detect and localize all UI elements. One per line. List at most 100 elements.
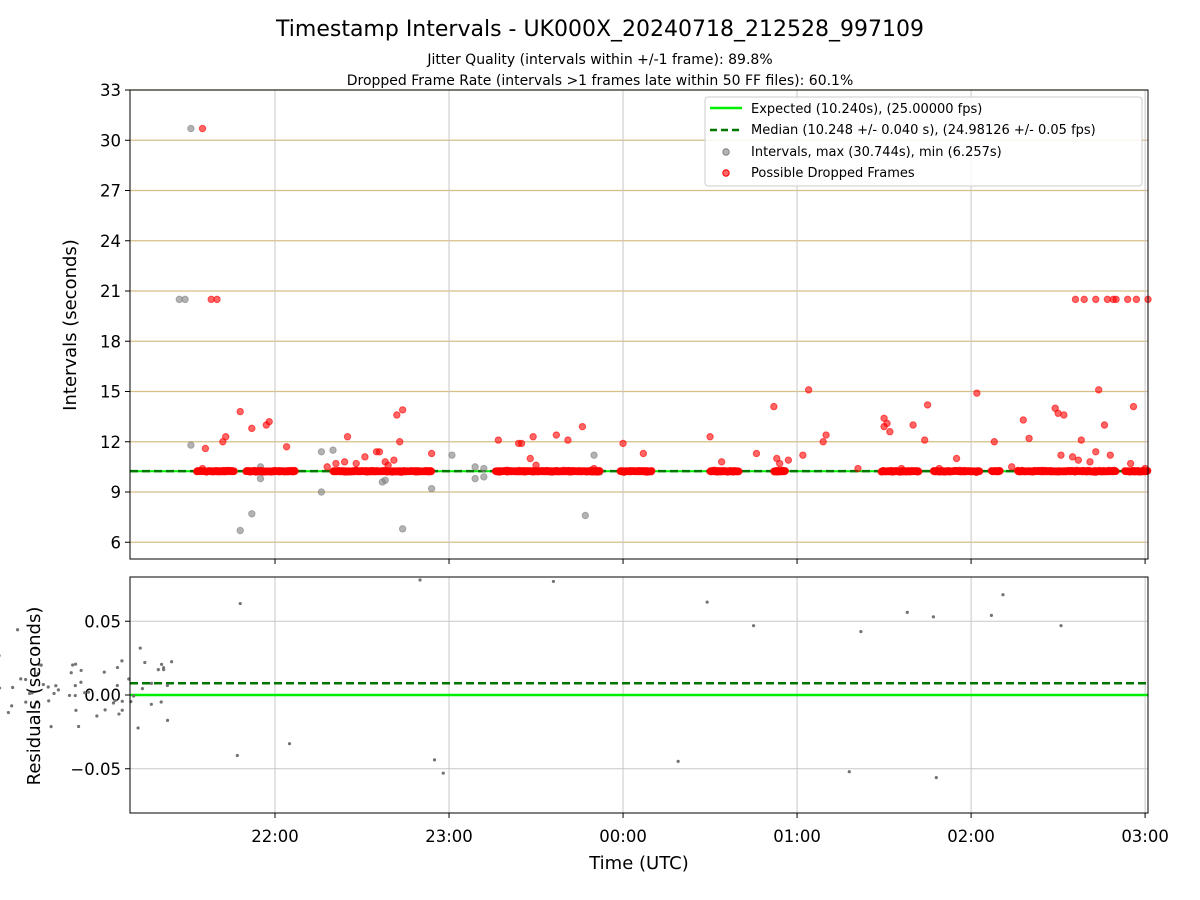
dropped-frame-point [427,449,436,458]
dropped-frame-point [1080,295,1088,304]
dropped-frame-point [1126,459,1135,468]
residual-point [847,770,851,774]
interval-point [187,124,195,133]
residual-point [676,759,680,763]
residual-point [0,654,1,657]
dropped-frame-point [915,467,923,476]
dropped-frame-point [552,431,561,439]
dropped-frame-point [1074,456,1083,464]
dropped-frame-point [975,467,984,476]
residual-point [86,690,91,694]
residual-point [33,646,38,650]
dropped-frame-point [775,459,784,468]
interval-point [480,473,488,481]
residual-point [74,708,78,712]
interval-point [471,474,479,483]
legend-dropped-label: Possible Dropped Frames [751,166,915,181]
dropped-frame-point [222,433,230,441]
dropped-frame-point [526,454,534,463]
dropped-frame-point [201,444,210,453]
residual-point [156,668,160,672]
dropped-frame-point [935,464,943,473]
dropped-frame-point [1141,464,1149,473]
residual-point [46,685,50,689]
residual-point [170,660,174,664]
dropped-frame-point [804,386,813,394]
dropped-frame-point [1068,453,1077,461]
dropped-frame-point [398,406,407,414]
dropped-frame-point [952,454,961,463]
dropped-frame-points [193,124,1152,477]
dropped-frame-point [494,436,503,444]
dropped-frame-point [343,433,352,441]
residual-point [238,601,242,606]
residual-point [83,691,87,695]
dropped-frame-point [248,424,256,433]
dropped-frame-point [648,466,656,475]
intervals-grid [130,89,1148,559]
interval-point [398,525,407,533]
residual-point [113,698,117,703]
dropped-frame-point [198,124,207,133]
dropped-frame-point [340,458,349,466]
interval-point [448,451,456,459]
dropped-frame-point [352,459,360,468]
residual-point [0,686,2,690]
dropped-frame-point [706,433,714,441]
dropped-frame-point [503,466,511,474]
residuals-y-ticks: −0.05 0.00 0.05 [70,612,130,779]
residual-point [102,670,106,674]
residual-point [165,718,170,722]
residual-point [1059,624,1063,628]
dropped-frame-point [1132,295,1141,304]
dropped-frame-point [332,459,340,468]
chart-subtitle-dropped: Dropped Frame Rate (intervals >1 frames … [347,73,854,89]
residual-point [115,683,119,688]
residual-point [24,677,28,682]
residual-point [162,666,166,670]
interval-point [256,474,265,483]
dropped-frame-point [752,449,761,458]
residual-point [15,628,20,632]
residual-point [52,691,56,696]
intervals-y-tick-label: 27 [100,182,121,201]
interval-point [317,448,326,456]
residuals-plot: −0.050.000.05 Residuals (seconds) 22:00 2… [0,576,1169,874]
legend-intervals-label: Intervals, max (30.744s), min (6.257s) [751,145,1002,160]
dropped-frame-point [619,439,627,448]
residual-point [73,684,77,688]
dropped-frame-point [590,464,598,473]
residual-point [111,701,116,705]
residual-point [56,688,61,692]
dropped-frame-point [717,458,726,466]
dropped-frame-point [265,417,273,426]
residual-point [24,700,28,704]
time-x-tick-label: 00:00 [599,827,647,846]
intervals-y-tick-label: 21 [100,282,121,301]
legend-box [704,96,1143,187]
intervals-y-tick-label: 9 [111,483,122,502]
residual-point [35,700,39,704]
residual-point [41,682,45,687]
dropped-frame-point [282,443,291,451]
dropped-frame-point [1007,463,1016,471]
dropped-frame-point [897,464,906,473]
time-x-tick-label: 02:00 [947,827,995,846]
interval-point [329,446,337,454]
legend-median-label: Median (10.248 +/- 0.040 s), (24.98126 +… [751,123,1096,138]
dropped-frame-point [799,451,807,459]
interval-point [581,511,590,520]
residual-point [136,726,140,730]
chart-subtitle-jitter: Jitter Quality (intervals within +/-1 fr… [426,52,772,68]
dropped-frame-point [361,453,369,461]
residuals-plot-frame [129,576,1149,814]
residuals-y-tick-label: 0.00 [84,686,121,705]
dropped-frame-point [1112,467,1120,476]
intervals-y-tick-label: 24 [100,232,121,251]
residual-point [30,691,34,695]
legend: Expected (10.240s), (25.00000 fps) Media… [704,96,1143,187]
dropped-frame-point [1071,295,1080,304]
residual-point [235,753,239,758]
dropped-frame-point [1092,295,1100,304]
dropped-frame-point [291,467,299,476]
